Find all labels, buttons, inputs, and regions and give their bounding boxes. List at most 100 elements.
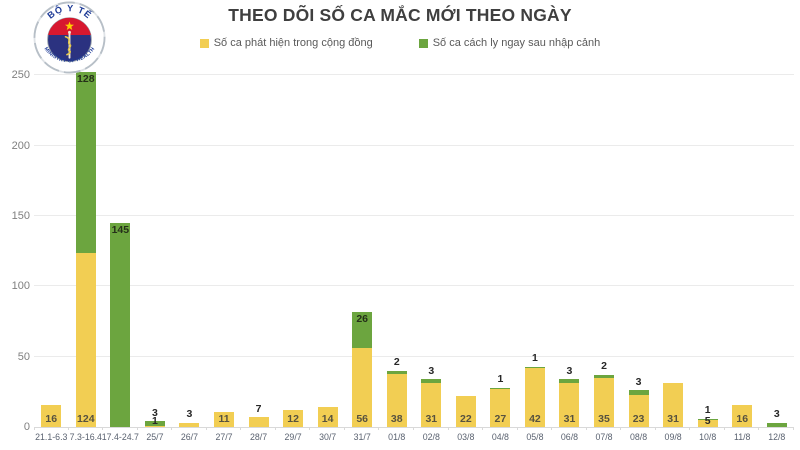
value-label-community: 31 [563,413,576,425]
value-label-community: 3 [186,408,193,421]
x-axis-tick [482,427,484,430]
bar-segment-community [248,417,269,427]
bar-segment-community [628,394,649,427]
bar-column: 31 3 06/8 [552,64,587,442]
value-label-quarantine: 3 [635,375,642,388]
bar-segment-community [663,383,684,427]
value-label-quarantine: 3 [773,408,780,421]
bar-column: 3 12/8 [759,64,795,442]
bar-column: 14 30/7 [310,64,345,442]
value-label-community: 35 [598,413,610,425]
x-axis-tick-label: 31/7 [353,432,371,442]
bar-column: 22 03/8 [449,64,484,442]
bar-column: 145 17.4-24.7 [102,64,139,442]
bar-column: 12 29/7 [276,64,311,442]
x-axis-tick-label: 7.3-16.4 [69,432,102,442]
bar-segment-quarantine [766,422,787,427]
value-label-community: 22 [459,413,472,425]
x-axis-tick-label: 27/7 [215,432,233,442]
bar-segment-community [352,348,373,427]
value-label-quarantine: 128 [77,73,95,86]
bar-segment-quarantine [490,387,511,390]
x-axis-tick [240,427,242,430]
value-label-quarantine: 2 [601,360,607,373]
bar-column: 35 2 07/8 [587,64,622,442]
x-axis-tick-label: 03/8 [457,432,475,442]
bar-column: 1 3 25/7 [138,64,173,442]
value-label-community: 124 [77,413,95,425]
x-axis-tick [654,427,656,430]
value-label-quarantine: 3 [566,364,573,377]
logo-star-icon [64,21,75,31]
y-axis-tick-label: 0 [23,421,30,433]
bar-column: 7 28/7 [241,64,276,442]
legend-swatch-community [199,38,209,48]
value-label-community: 38 [390,413,403,425]
x-axis-tick [723,427,725,430]
value-label-quarantine: 1 [497,373,504,386]
bar-segment-quarantine [75,72,96,253]
bar-segment-community [144,425,165,427]
gridline [34,74,794,76]
value-label-community: 31 [425,413,438,425]
bar-column: 38 2 01/8 [379,64,415,442]
value-label-community: 16 [736,413,749,425]
value-label-quarantine: 3 [151,406,158,419]
x-axis-tick [309,427,311,430]
gridline [34,214,794,216]
gridline [34,144,794,146]
x-axis-tick-label: 12/8 [768,432,786,442]
bar-segment-quarantine [628,390,649,395]
bar-segment-quarantine [697,418,718,420]
y-axis-tick-label: 250 [11,69,30,82]
value-label-community: 16 [45,413,58,425]
x-axis-tick-label: 25/7 [146,432,164,442]
bar-segment-quarantine [386,370,407,374]
bar-column: 23 3 08/8 [621,64,656,442]
bar-segment-quarantine [524,366,545,368]
x-axis-tick-label: 04/8 [491,432,509,442]
bar-segment-quarantine [421,379,442,384]
x-axis-tick-label: 06/8 [560,432,579,442]
chart-title: THEO DÕI SỐ CA MẮC MỚI THEO NGÀY [228,5,572,25]
bar-column: 11 27/7 [207,64,242,442]
chart-legend: Số ca phát hiện trong cộng đồng Số ca cá… [0,37,800,49]
bar-segment-community [386,373,407,427]
bar-segment-quarantine [594,374,615,378]
x-axis-tick-label: 17.4-24.7 [101,432,139,442]
x-axis-tick [620,427,622,430]
x-axis-tick-label: 10/8 [699,432,717,442]
x-axis-tick-label: 26/7 [180,432,199,442]
gridline [34,355,794,357]
x-axis-tick-label: 11/8 [733,432,751,442]
bar-segment-community [214,411,234,427]
value-label-community: 56 [356,413,369,425]
value-label-quarantine: 26 [356,312,369,325]
bar-segment-quarantine [110,223,131,427]
legend-label-community: Số ca phát hiện trong cộng đồng [213,37,373,49]
bar-segment-community [283,410,304,427]
value-label-quarantine: 2 [393,356,400,369]
x-axis-tick [447,427,449,430]
value-label-community: 12 [287,413,299,425]
x-axis-tick [378,427,380,430]
bar-column: 42 1 05/8 [518,64,553,442]
bar-column: 16 11/8 [725,64,760,442]
value-label-quarantine: 3 [428,364,435,377]
y-axis-tick-label: 50 [17,350,30,363]
x-axis-tick [516,427,518,430]
ministry-of-health-logo: BỘ Y TẾ MINISTRY OF HEALTH [33,1,106,74]
legend-swatch-quarantine [418,38,428,48]
value-label-community: 7 [255,402,262,415]
value-label-community: 11 [218,413,230,425]
x-axis-tick-label: 28/7 [249,432,268,442]
x-axis-tick-label: 29/7 [284,432,302,442]
x-axis-tick [758,427,760,430]
x-axis-tick-label: 07/8 [595,432,613,442]
x-axis-tick [343,427,345,430]
x-axis-tick [274,427,276,430]
bar-segment-community [732,404,753,427]
x-axis-tick-label: 05/8 [526,432,544,442]
value-label-community: 31 [667,413,679,425]
